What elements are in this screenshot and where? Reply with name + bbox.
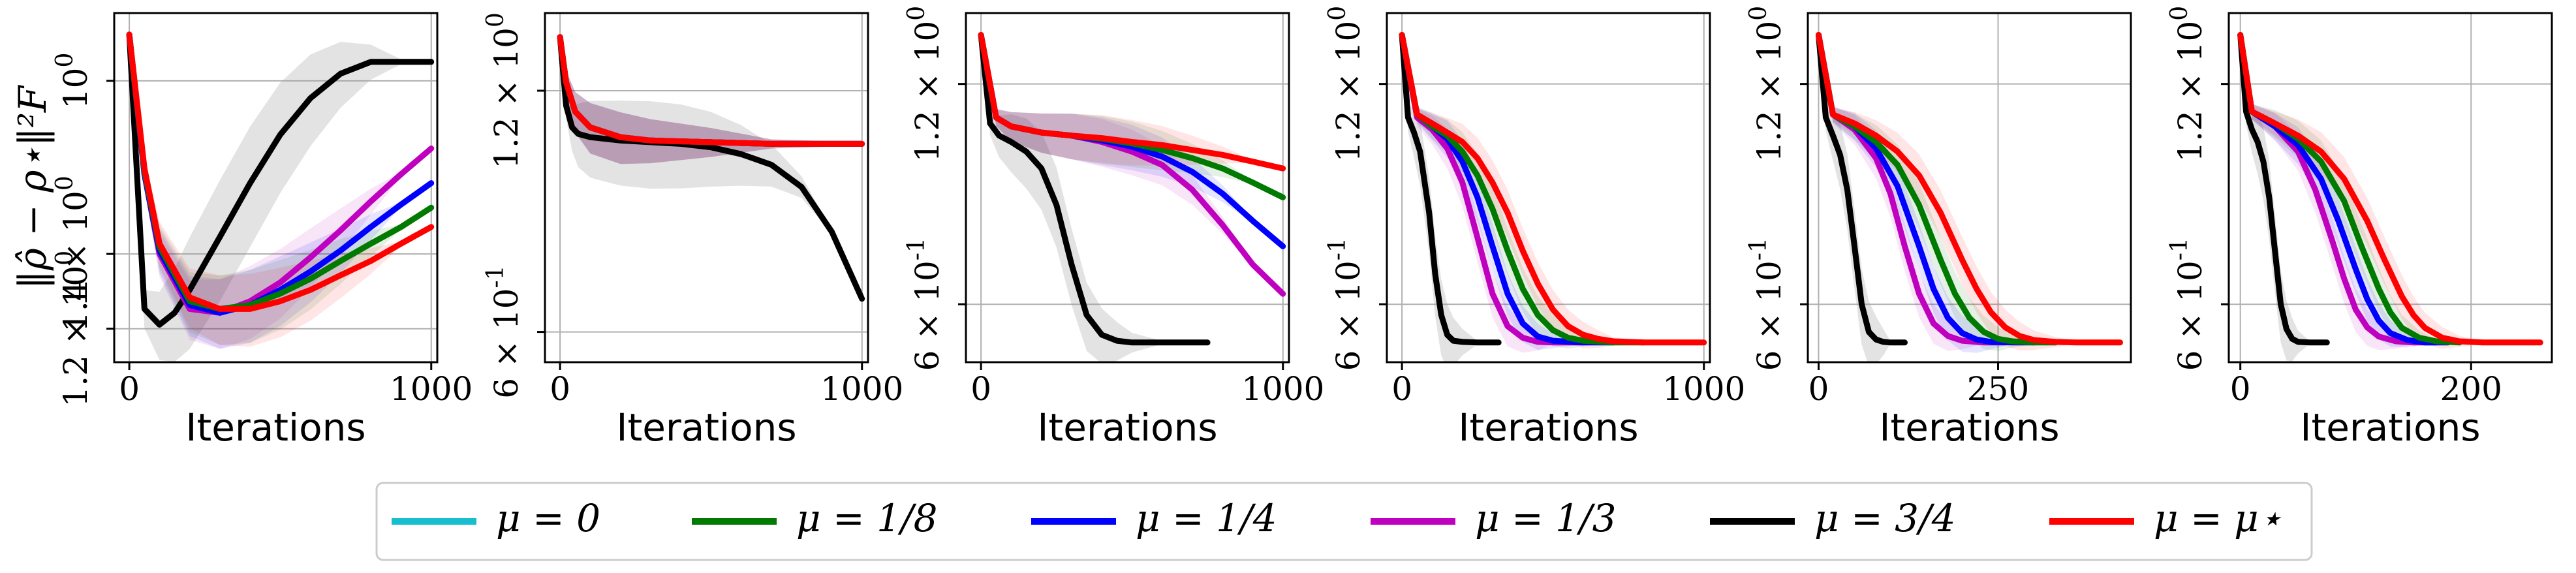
axes-frame — [1807, 12, 2132, 364]
panel-2: 0 1000 1.2 × 100 6 × 10-1 Iterations — [482, 12, 903, 450]
legend-label: μ = 3/4 — [1814, 496, 1956, 540]
series-line — [978, 32, 1211, 346]
confidence-band — [1818, 33, 2006, 351]
x-tick-label: 0 — [2230, 370, 2251, 408]
series-line — [557, 34, 865, 147]
x-tick-label: 1000 — [390, 370, 473, 408]
legend: μ = 0 μ = 1/8 μ = 1/4 μ = 1/3 μ = 3/4 μ = μ⋆ — [375, 482, 2313, 561]
x-tick-label: 0 — [1808, 370, 1829, 408]
x-tick-label: 1000 — [1662, 370, 1745, 408]
confidence-band — [560, 35, 862, 164]
legend-label: μ = 1/8 — [796, 496, 938, 540]
y-tick-label: 1.2 × 100 — [903, 6, 946, 163]
x-axis-label: Iterations — [1458, 405, 1638, 450]
confidence-band — [981, 33, 1283, 296]
x-axis-label: Iterations — [1037, 405, 1217, 450]
x-tick-label: 0 — [119, 370, 140, 408]
axes-frame — [1386, 12, 1711, 364]
legend-label: μ = 1/3 — [1475, 496, 1617, 540]
x-tick-label: 250 — [1967, 370, 2029, 408]
x-tick-label: 0 — [970, 370, 991, 408]
x-axis-label: Iterations — [185, 405, 365, 450]
x-tick-label: 1000 — [1241, 370, 1324, 408]
series-line — [126, 31, 435, 328]
confidence-band — [981, 33, 1283, 199]
y-tick-label: 6 × 10-1 — [2166, 238, 2209, 371]
x-tick-label: 200 — [2440, 370, 2502, 408]
legend-item: μ = 1/4 — [1031, 496, 1277, 540]
series-line — [1816, 32, 2058, 346]
legend-frame — [375, 482, 2313, 561]
legend-item: μ = 1/8 — [692, 496, 938, 540]
confidence-band — [2240, 33, 2327, 362]
y-tick-label: 1.2 × 100 — [2166, 6, 2209, 163]
series-line — [1399, 32, 1707, 346]
x-tick-label: 0 — [550, 370, 570, 408]
y-axis-label: ‖ρ̂ − ρ⋆‖²F — [10, 85, 55, 289]
panel-4: 0 1000 1.2 × 100 6 × 10-1 Iterations — [1324, 6, 1745, 450]
y-tick-label: 1.2 × 100 — [52, 251, 95, 407]
panel-6: 0 200 1.2 × 100 6 × 10-1 Iterations — [2166, 6, 2553, 450]
y-tick-label: 1.2 × 100 — [1745, 6, 1788, 163]
axes-frame — [544, 12, 869, 364]
y-tick-label: 6 × 10-1 — [903, 238, 946, 371]
legend-item: μ = 3/4 — [1710, 496, 1956, 540]
series-line — [1816, 32, 2123, 346]
series-line — [978, 32, 1286, 172]
confidence-band — [981, 33, 1208, 362]
confidence-band — [560, 35, 862, 164]
legend-item: μ = 1/3 — [1371, 496, 1617, 540]
series-line — [126, 31, 435, 312]
confidence-band — [1818, 33, 2120, 351]
confidence-band — [560, 35, 862, 164]
x-axis-label: Iterations — [1879, 405, 2059, 450]
panel-5: 0 250 1.2 × 100 6 × 10-1 Iterations — [1745, 6, 2132, 450]
legend-item: μ = 0 — [392, 496, 600, 540]
y-tick-label: 1.2 × 100 — [482, 12, 525, 169]
y-tick-label: 1.2 × 100 — [1324, 6, 1367, 163]
panel-3: 0 1000 1.2 × 100 6 × 10-1 Iterations — [903, 6, 1324, 450]
series-line — [1399, 32, 1502, 346]
legend-label: μ = μ⋆ — [2154, 496, 2282, 540]
legend-item: μ = μ⋆ — [2049, 496, 2282, 540]
x-axis-label: Iterations — [2300, 405, 2480, 450]
y-tick-label: 100 — [52, 53, 95, 110]
legend-label: μ = 0 — [496, 496, 600, 540]
y-tick-label: 1.4 × 100 — [52, 176, 95, 332]
confidence-band — [560, 35, 862, 164]
confidence-band — [129, 32, 431, 362]
series-line — [1816, 32, 1908, 346]
axes-frame — [965, 12, 1290, 364]
x-tick-label: 0 — [1391, 370, 1412, 408]
y-tick-label: 6 × 10-1 — [482, 266, 525, 399]
x-axis-label: Iterations — [616, 405, 796, 450]
confidence-band — [1818, 33, 2034, 353]
y-tick-label: 6 × 10-1 — [1324, 238, 1367, 371]
x-tick-label: 1000 — [820, 370, 903, 408]
axes-frame — [2227, 12, 2553, 364]
axes-frame — [113, 12, 439, 364]
series-line — [2237, 32, 2543, 346]
confidence-band — [560, 35, 862, 301]
legend-label: μ = 1/4 — [1136, 496, 1277, 540]
series-line — [2237, 32, 2330, 346]
y-tick-label: 6 × 10-1 — [1745, 238, 1788, 371]
confidence-band — [2240, 33, 2541, 349]
